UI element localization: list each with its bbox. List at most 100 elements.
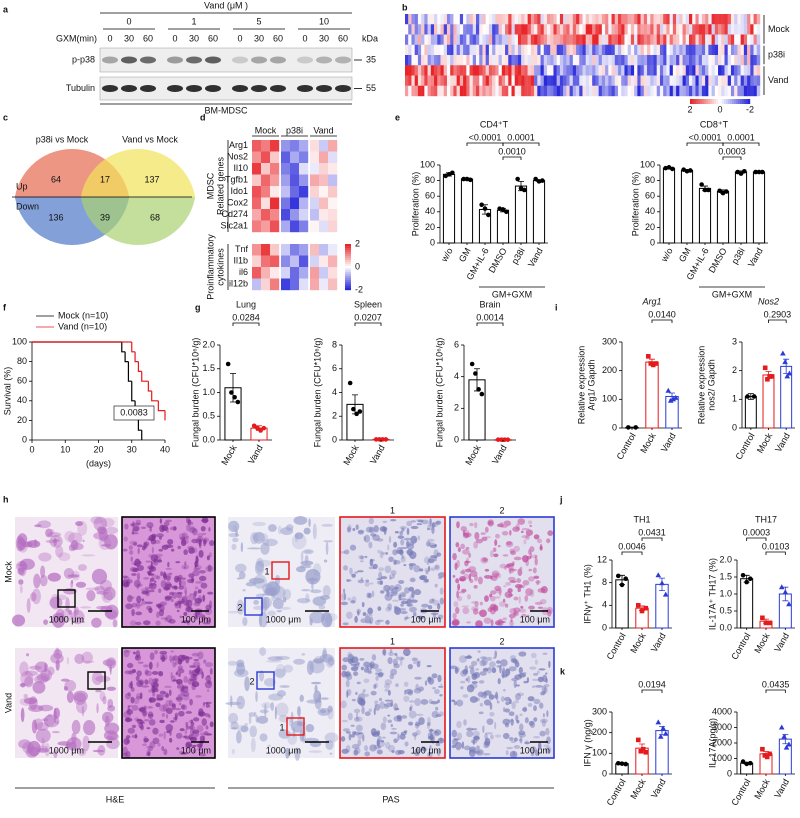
heat-texture: [673, 14, 676, 24]
bar: [681, 170, 692, 243]
chart-title: Spleen: [354, 299, 382, 309]
heat-texture: [560, 55, 563, 65]
tissue: [198, 550, 203, 558]
tissue: [503, 599, 505, 603]
heat-texture: [437, 24, 440, 34]
tissue: [516, 523, 520, 530]
tissue: [398, 535, 405, 539]
heat-texture: [657, 14, 660, 24]
tissue: [473, 739, 475, 745]
tissue: [44, 715, 55, 727]
tissue: [453, 575, 456, 578]
heat-texture: [579, 65, 582, 75]
heat-texture: [505, 65, 508, 75]
tissue: [308, 518, 311, 527]
x-tick-label: Mock: [463, 443, 483, 467]
heat-texture: [495, 65, 498, 75]
band: [186, 57, 202, 64]
heat-texture: [434, 55, 437, 65]
tissue: [184, 567, 186, 569]
point: [659, 580, 665, 585]
heat-cell: [252, 279, 261, 291]
tissue: [411, 526, 419, 529]
tissue: [356, 725, 363, 732]
heat-texture: [747, 76, 750, 86]
heat-texture: [450, 55, 453, 65]
y-tick-label: 0: [22, 434, 27, 444]
heat-texture: [547, 45, 550, 55]
y-tick-label: 0: [727, 768, 732, 778]
point: [760, 747, 765, 752]
tissue: [539, 731, 545, 737]
point: [626, 425, 631, 430]
heat-cell: [281, 209, 290, 221]
tissue: [352, 596, 357, 604]
heat-texture: [608, 35, 611, 45]
tissue: [178, 711, 185, 717]
tissue: [454, 563, 457, 571]
heat-texture: [563, 65, 566, 75]
tissue: [352, 528, 355, 531]
tissue: [101, 518, 115, 527]
heat-texture: [521, 24, 524, 34]
heat-texture: [644, 35, 647, 45]
heat-cell: [328, 198, 337, 210]
heat-texture: [686, 65, 689, 75]
heat-texture: [421, 14, 424, 24]
tissue: [354, 717, 360, 722]
x-tick-label: Mock: [752, 631, 772, 655]
group-label: p38i: [286, 125, 303, 135]
heat-cell: [252, 175, 261, 187]
tissue: [102, 696, 106, 704]
heat-texture: [695, 14, 698, 24]
tissue: [110, 663, 112, 674]
tissue: [405, 689, 413, 695]
tissue: [372, 654, 376, 661]
tissue: [543, 713, 545, 717]
heat-cell: [328, 221, 337, 233]
heat-texture: [705, 86, 708, 96]
tissue: [145, 680, 150, 684]
tissue: [437, 675, 441, 682]
heat-texture: [499, 55, 502, 65]
y-tick-label: 80: [425, 175, 435, 185]
heat-texture: [624, 35, 627, 45]
heat-texture: [508, 14, 511, 24]
heat-texture: [592, 86, 595, 96]
tissue: [78, 564, 87, 571]
heat-texture: [731, 24, 734, 34]
heat-texture: [502, 45, 505, 55]
heat-texture: [415, 65, 418, 75]
tissue: [514, 680, 517, 688]
heat-texture: [583, 76, 586, 86]
tissue: [292, 533, 307, 549]
heat-texture: [592, 55, 595, 65]
heat-texture: [725, 55, 728, 65]
tissue: [148, 608, 152, 613]
tissue: [472, 681, 478, 684]
heat-texture: [650, 14, 653, 24]
tissue: [156, 575, 160, 579]
heat-texture: [405, 24, 408, 34]
row-label: Vand: [768, 75, 788, 85]
heat-texture: [725, 45, 728, 55]
heat-cell: [261, 244, 270, 256]
heat-texture: [670, 14, 673, 24]
heat-texture: [576, 24, 579, 34]
heat-texture: [508, 86, 511, 96]
heat-texture: [705, 65, 708, 75]
heat-texture: [415, 45, 418, 55]
colorbar: [740, 99, 742, 104]
heat-texture: [495, 55, 498, 65]
tissue: [142, 598, 144, 601]
bar: [717, 192, 728, 243]
tissue: [467, 594, 471, 599]
heat-texture: [512, 65, 515, 75]
heat-texture: [482, 35, 485, 45]
tissue: [548, 661, 550, 668]
heat-texture: [553, 14, 556, 24]
colorbar: [345, 258, 351, 260]
bracket: [642, 690, 662, 693]
heat-texture: [541, 86, 544, 96]
heat-texture: [673, 55, 676, 65]
